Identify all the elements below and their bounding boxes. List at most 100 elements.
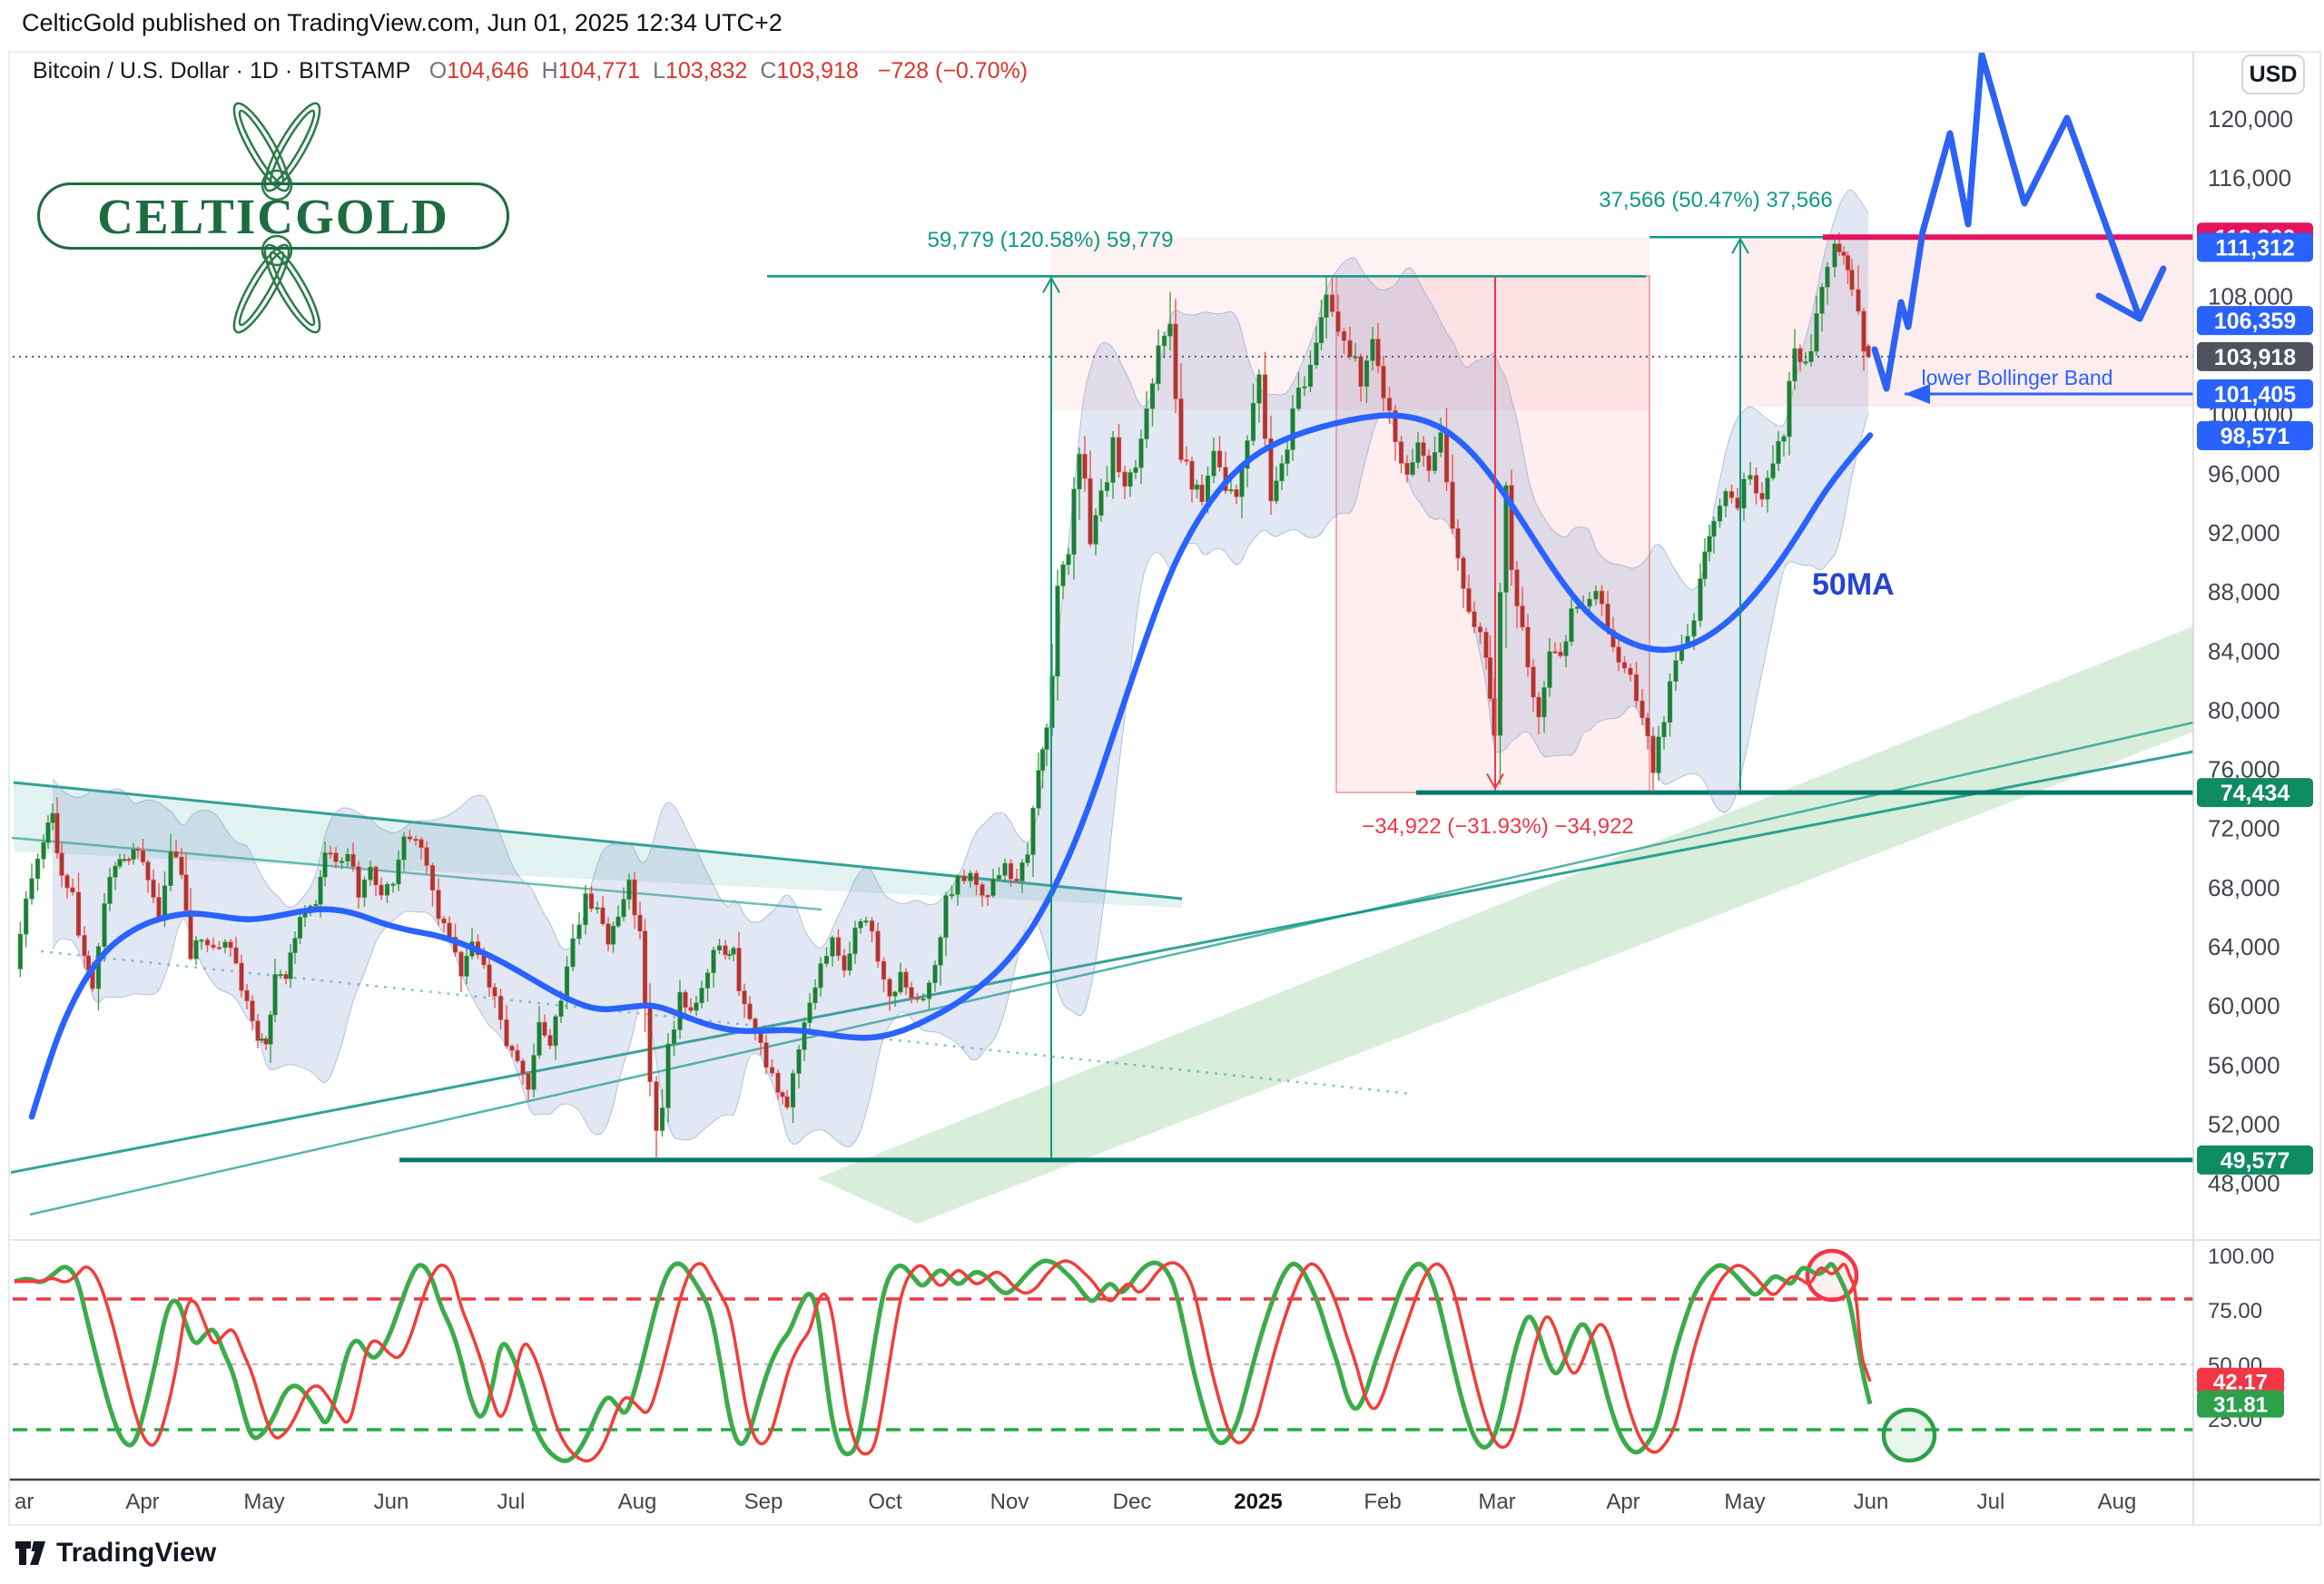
svg-text:74,434: 74,434 (2221, 781, 2290, 806)
annotations: 59,779 (120.58%) 59,779 −34,922 (−31.93%)… (928, 188, 2113, 839)
bollinger-lower-line (52, 412, 1869, 1147)
trend-line[interactable] (11, 836, 822, 911)
ohlc-letter: L (653, 58, 665, 84)
bollinger-upper-line (52, 189, 1869, 950)
svg-text:USD: USD (2250, 62, 2298, 87)
price-badge: 101,405 (2197, 379, 2313, 408)
ohlc-number: 104,771 (557, 58, 641, 84)
price-tick-label: 52,000 (2208, 1110, 2280, 1137)
price-tick-label: 64,000 (2208, 933, 2280, 960)
tradingview-wordmark: TradingView (56, 1538, 217, 1568)
widget-border (8, 51, 2321, 1526)
price-tick-label: 68,000 (2208, 874, 2280, 901)
month-label: Jul (1977, 1490, 2005, 1514)
price-tick-label: 92,000 (2208, 519, 2280, 546)
change-value: −728 (−0.70%) (877, 58, 1029, 84)
measure-label-down: −34,922 (−31.93%) −34,922 (1362, 814, 1634, 839)
price-tick-label: 60,000 (2208, 992, 2280, 1019)
tradingview-footer: TradingView (15, 1538, 216, 1569)
osc-tick-label: 75.00 (2208, 1299, 2262, 1323)
price-badge: 106,359 (2197, 306, 2313, 336)
price-tick-label: 72,000 (2208, 815, 2280, 842)
month-label: Jun (374, 1490, 409, 1514)
ma50-line[interactable] (28, 412, 1874, 1120)
oversold-target-circle (1881, 1407, 1937, 1463)
projection-arrow[interactable] (1871, 53, 2143, 392)
oscillator-pane (13, 1248, 2193, 1463)
bollinger-band-fill (53, 190, 1868, 1147)
ohlc-number: 103,918 (776, 58, 859, 84)
svg-text:101,405: 101,405 (2214, 382, 2296, 408)
price-badge: 103,918 (2197, 341, 2313, 371)
measure-arrow-up-icon (1731, 237, 1749, 254)
trend-line[interactable] (29, 721, 2193, 1216)
measure-label-up1: 59,779 (120.58%) 59,779 (928, 228, 1174, 252)
price-tick-label: 120,000 (2208, 105, 2293, 133)
arrow-left-icon (1905, 384, 1930, 404)
ohlc-letter: H (541, 58, 558, 84)
price-tick-label: 108,000 (2208, 282, 2293, 310)
month-label: May (1724, 1490, 1765, 1514)
month-label: Aug (618, 1490, 657, 1514)
green-support-band (817, 626, 2193, 1224)
month-label: Jul (497, 1490, 526, 1514)
celticgold-logo: CELTICGOLD (37, 182, 509, 250)
ohlc-number: 104,646 (447, 58, 529, 84)
currency-toggle[interactable]: USD (2241, 54, 2305, 94)
projection-arrowhead-icon (2095, 265, 2167, 322)
measure-arrow-down-icon (1486, 772, 1504, 791)
price-tick-label: 116,000 (2208, 164, 2291, 192)
month-label: Apr (125, 1490, 159, 1514)
celticgold-knot-icon (232, 102, 321, 334)
svg-text:98,571: 98,571 (2221, 424, 2290, 449)
chart-legend: Bitcoin / U.S. Dollar · 1D · BITSTAMP O1… (33, 58, 1028, 84)
month-label: Oct (868, 1490, 902, 1514)
month-label: Aug (2098, 1490, 2137, 1514)
price-tick-label: 80,000 (2208, 696, 2280, 723)
price-badge: 31.81 (2197, 1390, 2284, 1418)
svg-text:111,312: 111,312 (2215, 235, 2295, 261)
bollinger-band-label: lower Bollinger Band (1922, 366, 2113, 389)
price-tick-label: 84,000 (2208, 637, 2280, 664)
month-label: 2025 (1234, 1490, 1282, 1514)
price-badge: 98,571 (2197, 420, 2313, 450)
measure-arrow-up-icon (1042, 276, 1060, 293)
month-label: Nov (990, 1490, 1029, 1514)
symbol-title: Bitcoin / U.S. Dollar · 1D · BITSTAMP (33, 58, 410, 84)
osc-tick-label: 100.00 (2208, 1245, 2274, 1269)
channel-fill (14, 782, 1182, 908)
price-badge: 111,312 (2197, 232, 2313, 262)
main-pane (9, 53, 2193, 1224)
ma50-label: 50MA (1812, 567, 1895, 602)
price-tick-label: 96,000 (2208, 460, 2280, 487)
time-axis[interactable]: ar Apr May Jun Jul Aug Sep Oct Nov Dec 2025 Feb Mar A… (15, 1490, 2136, 1514)
ohlc-letter: C (760, 58, 777, 84)
measure-label-up2: 37,566 (50.47%) 37,566 (1599, 188, 1833, 212)
price-badge: 74,434 (2197, 778, 2313, 808)
month-label: Jun (1854, 1490, 1889, 1514)
svg-text:31.81: 31.81 (2213, 1392, 2268, 1417)
svg-text:103,918: 103,918 (2214, 345, 2296, 370)
trend-line[interactable] (9, 750, 2193, 1175)
tradingview-icon (15, 1541, 45, 1565)
price-badge: 49,577 (2197, 1145, 2313, 1175)
month-label: ar (15, 1490, 34, 1514)
month-label: Dec (1113, 1490, 1152, 1514)
published-line: CelticGold published on TradingView.com,… (22, 9, 783, 36)
ohlc-values: O104,646 H104,771 L103,832 C103,918 (417, 58, 859, 84)
month-label: Mar (1478, 1490, 1515, 1514)
resistance-zone (1051, 237, 1649, 410)
svg-text:106,359: 106,359 (2214, 309, 2296, 334)
ohlc-number: 103,832 (665, 58, 748, 84)
price-tick-label: 56,000 (2208, 1051, 2280, 1078)
month-label: Apr (1606, 1490, 1640, 1514)
month-label: May (243, 1490, 284, 1514)
price-tick-label: 88,000 (2208, 578, 2280, 605)
trend-line[interactable] (13, 781, 1183, 900)
price-axis: 120,000116,000108,000100,00096,00092,000… (2192, 52, 2321, 1525)
ohlc-letter: O (428, 58, 448, 84)
stochastic-red-line (15, 1259, 1872, 1463)
month-label: Feb (1364, 1490, 1401, 1514)
